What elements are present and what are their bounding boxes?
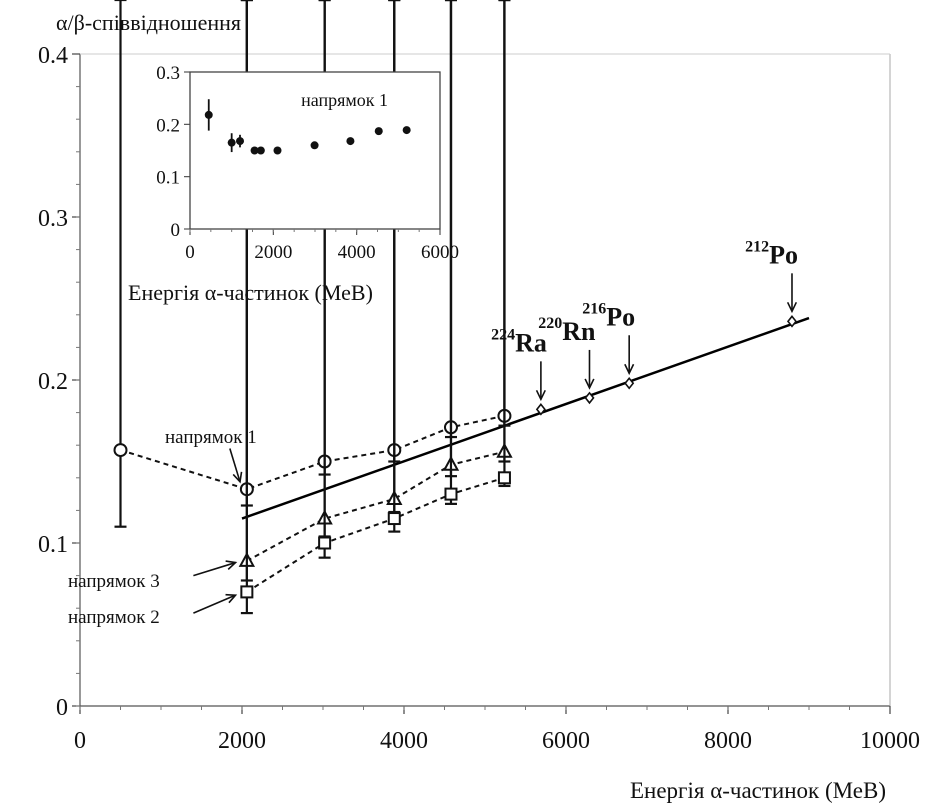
y-tick-label: 0.3 (38, 206, 68, 232)
inset-data-point (310, 141, 319, 150)
annotation-arrow-head (232, 471, 243, 484)
annotation-label: напрямок 3 (68, 571, 160, 592)
data-point (113, 443, 128, 458)
inset-data-point (204, 110, 213, 119)
isotope-label: 216Po (582, 300, 635, 331)
isotope-mass: 224 (491, 326, 515, 343)
annotation-label: напрямок 1 (165, 427, 257, 448)
annotation-label: напрямок 2 (68, 607, 160, 628)
annotation-arrow (229, 448, 241, 483)
inset-data-point (273, 146, 282, 155)
data-point (387, 512, 401, 526)
isotope-mass: 220 (538, 315, 562, 332)
data-point (318, 536, 332, 550)
y-tick-label: 0.4 (38, 43, 68, 69)
isotope-arrow-head (584, 378, 595, 390)
annotation-arrow (193, 561, 236, 577)
isotope-symbol: Rn (562, 317, 596, 346)
isotope-symbol: Ra (515, 328, 547, 357)
y-tick-label: 0.1 (38, 532, 68, 558)
isotope-symbol: Po (769, 240, 798, 269)
inset-y-tick-label: 0.2 (156, 115, 180, 136)
inset-y-tick-label: 0 (171, 220, 181, 241)
data-point (497, 471, 511, 485)
inset-data-point (402, 126, 411, 135)
series-line-0 (120, 414, 505, 491)
isotope-arrow-head (624, 363, 635, 376)
inset-x-tick-label: 6000 (421, 242, 459, 263)
y-axis-label: α/β-співвідношення (56, 10, 241, 35)
x-tick-label: 4000 (380, 728, 428, 754)
x-tick-label: 8000 (704, 728, 752, 754)
data-point (786, 315, 798, 328)
isotope-label: 224Ra (491, 326, 547, 357)
inset-data-point (250, 146, 259, 155)
isotope-label: 212Po (745, 238, 798, 269)
annotation-arrow-head (225, 593, 238, 604)
inset-data-point (227, 138, 236, 147)
inset-x-axis-label: Енергія α-частинок (МеВ) (128, 280, 373, 305)
y-tick-label: 0 (56, 695, 68, 721)
isotope-label: 220Rn (538, 315, 596, 346)
isotope-mass: 216 (582, 300, 606, 317)
series-line-1 (246, 450, 505, 562)
inset-x-tick-label: 0 (185, 242, 195, 263)
isotope-arrow-head (535, 389, 546, 402)
data-point (624, 376, 635, 390)
inset-y-tick-label: 0.1 (156, 168, 180, 189)
x-tick-label: 10000 (860, 728, 920, 754)
isotope-symbol: Po (606, 302, 635, 331)
x-axis-label: Енергія α-частинок (МеВ) (630, 778, 886, 803)
x-tick-label: 0 (74, 728, 86, 754)
isotope-arrow-head (786, 301, 798, 314)
inset-legend-label: напрямок 1 (301, 90, 388, 110)
isotope-mass: 212 (745, 238, 769, 255)
inset-x-tick-label: 4000 (338, 242, 376, 263)
data-point (535, 403, 546, 416)
x-tick-label: 6000 (542, 728, 590, 754)
inset-data-point (256, 146, 265, 155)
data-point (584, 391, 595, 405)
annotation-arrow-head (225, 560, 238, 570)
y-tick-label: 0.2 (38, 369, 68, 395)
inset-data-point (346, 137, 355, 146)
data-point (444, 487, 458, 501)
fit-line (241, 316, 810, 520)
data-point (240, 585, 254, 599)
series-line-2 (246, 476, 505, 593)
x-tick-label: 2000 (218, 728, 266, 754)
annotation-arrow (193, 594, 236, 614)
inset-data-point (236, 137, 244, 146)
inset-y-tick-label: 0.3 (156, 63, 180, 84)
inset-x-tick-label: 2000 (254, 242, 292, 263)
inset-data-point (374, 127, 383, 136)
